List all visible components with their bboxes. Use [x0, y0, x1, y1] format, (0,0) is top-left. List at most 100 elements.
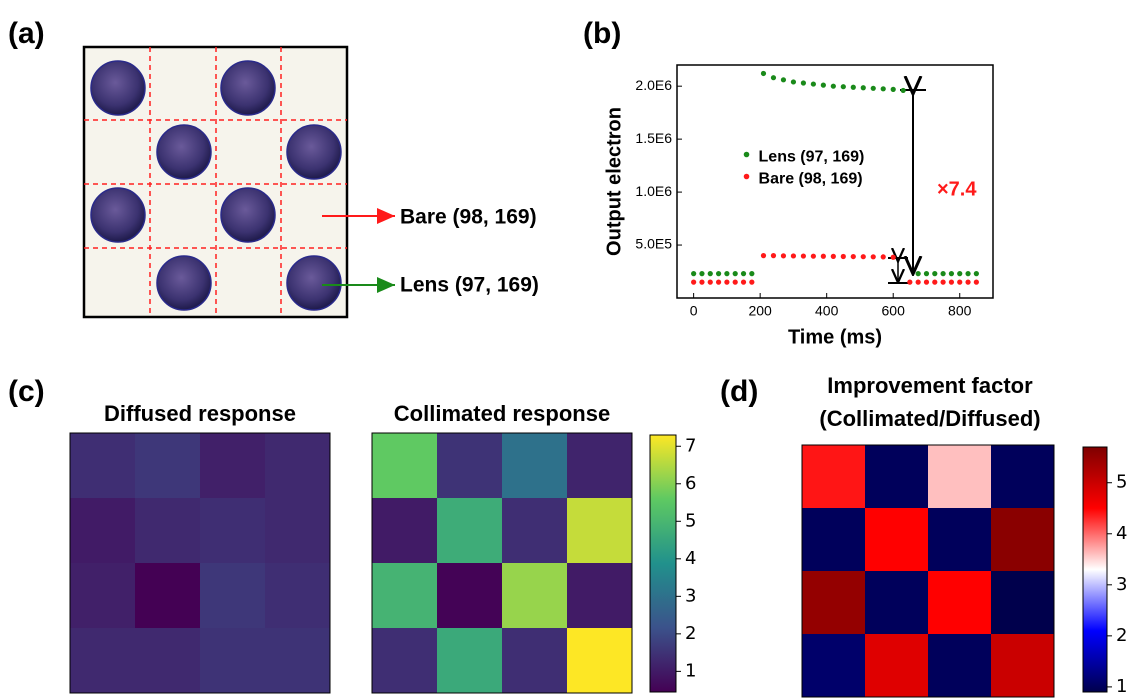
panel-label: (d)	[720, 375, 758, 408]
data-point	[691, 271, 697, 277]
heatmap-cell	[928, 634, 992, 698]
heatmap-cell	[502, 433, 568, 499]
colorbar-tick-label: 4	[685, 548, 696, 569]
heatmap-cell	[567, 498, 633, 564]
data-point	[870, 85, 876, 91]
data-point	[850, 84, 856, 90]
heatmap-cell	[372, 433, 438, 499]
heatmap-cell	[70, 628, 136, 694]
data-point	[732, 279, 738, 285]
heatmap-cell	[70, 433, 136, 499]
heatmap-cell	[135, 563, 201, 629]
y-tick-label: 1.0E6	[635, 183, 672, 199]
lens-array-image	[82, 45, 395, 319]
data-point	[810, 81, 816, 87]
data-point	[740, 271, 747, 277]
heatmap-frame	[69, 432, 331, 694]
heatmap-cell	[991, 445, 1055, 509]
colorbar	[649, 434, 677, 693]
heatmap-cell	[502, 563, 568, 629]
data-point	[948, 279, 955, 285]
lens-label: Lens (97, 169)	[400, 274, 539, 297]
data-point	[830, 253, 836, 259]
data-point	[780, 253, 787, 259]
heatmap-cell	[865, 571, 929, 635]
x-tick-label: 0	[690, 303, 698, 319]
y-tick-label: 5.0E5	[635, 236, 672, 252]
x-tick-label: 200	[748, 303, 772, 319]
heatmap-cell	[802, 634, 866, 698]
data-point	[973, 279, 979, 285]
heatmap-cell	[70, 563, 136, 629]
heatmap-cell	[802, 571, 866, 635]
data-point	[915, 271, 921, 277]
panel-label: (c)	[8, 375, 45, 408]
heatmap-cell	[265, 563, 331, 629]
heatmap-cell	[265, 498, 331, 564]
data-point	[860, 85, 866, 91]
heatmap-cell	[502, 498, 568, 564]
data-point	[790, 253, 797, 259]
data-point	[840, 253, 846, 260]
data-point	[870, 254, 876, 260]
data-point	[840, 84, 846, 90]
data-point	[699, 279, 705, 285]
heatmap-frame	[371, 432, 633, 694]
data-point	[707, 279, 713, 285]
data-point	[890, 254, 896, 260]
colorbar-tick-label: 6	[685, 473, 696, 494]
heatmap-frame	[801, 444, 1055, 698]
data-point	[915, 279, 921, 285]
heatmap-cell	[928, 508, 992, 572]
data-point	[940, 279, 946, 285]
data-point	[749, 271, 755, 277]
heatmap-cell	[991, 634, 1055, 698]
data-point	[880, 254, 886, 260]
heatmap-cell	[200, 433, 266, 499]
data-point	[724, 279, 730, 285]
heatmap-cell	[372, 563, 438, 629]
data-point	[707, 271, 713, 277]
heatmap-cell	[135, 433, 201, 499]
colorbar-tick-label: 4	[1116, 523, 1127, 544]
annotation: ×7.4	[937, 178, 977, 200]
data-point	[957, 279, 963, 285]
data-point	[860, 254, 866, 260]
colorbar-tick-label: 5	[685, 510, 696, 531]
data-point	[715, 279, 722, 285]
data-point	[691, 279, 697, 285]
heatmap-title: Collimated response	[394, 401, 610, 426]
x-tick-label: 800	[948, 303, 972, 319]
data-point	[940, 271, 946, 277]
heatmap-cell	[200, 563, 266, 629]
data-point	[907, 279, 913, 285]
heatmap-title: Diffused response	[104, 401, 296, 426]
heatmap-cell	[265, 628, 331, 694]
data-point	[749, 279, 755, 285]
data-point	[880, 86, 886, 92]
data-point	[715, 271, 722, 277]
heatmap-cell	[437, 498, 503, 564]
heatmap-cell	[567, 433, 633, 499]
heatmap-cell	[928, 445, 992, 509]
data-point	[973, 271, 979, 277]
heatmap-cell	[865, 445, 929, 509]
heatmap-cell	[437, 563, 503, 629]
data-point	[760, 70, 767, 77]
x-axis-label: Time (ms)	[788, 326, 882, 348]
data-point	[800, 80, 807, 86]
x-tick-label: 400	[815, 303, 839, 319]
heatmap-cell	[991, 508, 1055, 572]
heatmap-cell	[135, 498, 201, 564]
heatmap-cell	[802, 445, 866, 509]
panel-label: (b)	[583, 17, 621, 50]
data-point	[732, 271, 738, 277]
data-point	[957, 271, 963, 277]
heatmap-subtitle: (Collimated/Diffused)	[819, 406, 1040, 431]
heatmap-cell	[991, 571, 1055, 635]
y-axis-label: Output electron	[603, 107, 625, 256]
data-point	[932, 279, 938, 285]
colorbar-tick-label: 3	[685, 585, 696, 606]
data-point	[900, 87, 906, 94]
